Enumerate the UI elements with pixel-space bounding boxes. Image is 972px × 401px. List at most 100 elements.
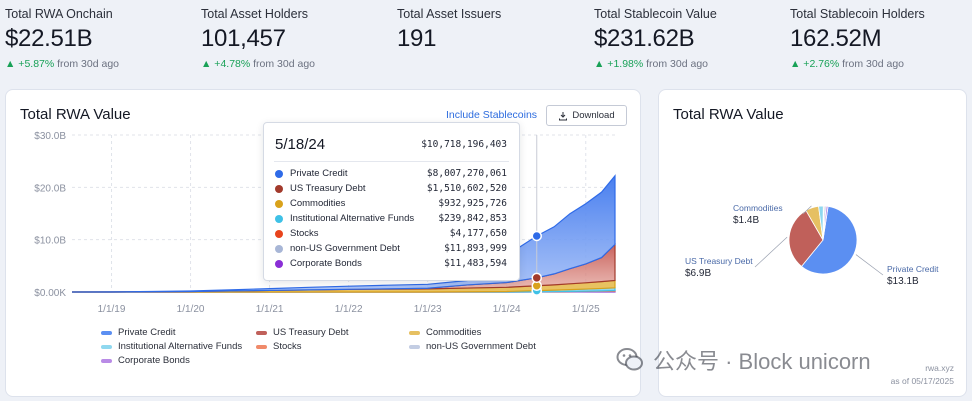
legend-item[interactable]: non-US Government Debt (409, 341, 536, 352)
chart-legend: Private Credit US Treasury Debt Commodit… (101, 327, 561, 372)
stat-label: Total RWA Onchain (5, 7, 113, 21)
stat-change: ▲ +4.78% from 30d ago (201, 58, 315, 70)
tooltip-row-value: $239,842,853 (438, 213, 507, 224)
stat-change-pct: ▲ +1.98% (594, 58, 644, 70)
legend-item[interactable]: Commodities (409, 327, 481, 338)
legend-swatch (409, 330, 420, 335)
pie-slice (800, 205, 858, 275)
tooltip-total: $10,718,196,403 (421, 139, 507, 150)
stat-change-pct: ▲ +5.87% (5, 58, 55, 70)
pie-label-name: Private Credit (887, 264, 939, 274)
include-stablecoins-toggle[interactable]: Include Stablecoins (446, 109, 538, 121)
stat-label: Total Stablecoin Holders (790, 7, 925, 21)
hover-dot (531, 272, 543, 284)
tooltip-row-value: $1,510,602,520 (426, 183, 507, 194)
download-label: Download (572, 110, 615, 121)
legend-item[interactable]: Stocks (256, 341, 302, 352)
stat-change-pct: ▲ +4.78% (201, 58, 251, 70)
x-axis: 1/1/19 1/1/20 1/1/21 1/1/22 1/1/23 1/1/24 1/1/… (98, 304, 600, 315)
stat-value: $231.62B (594, 25, 695, 52)
pie-label-value: $1.4B (733, 215, 759, 226)
tooltip-row-name: Commodities (290, 198, 346, 209)
card-title: Total RWA Value (673, 106, 784, 123)
y-tick-label: $20.0B (34, 183, 66, 194)
tooltip-row-name: Stocks (290, 228, 319, 239)
stat-change-suffix: from 30d ago (842, 58, 905, 70)
tooltip-row-value: $8,007,270,061 (426, 168, 507, 179)
rwa-pie-card: Total RWA Value Private Credit $13.1B US T… (658, 89, 967, 397)
pie-label-name: US Treasury Debt (685, 256, 753, 266)
card-title: Total RWA Value (20, 106, 131, 123)
tooltip-row: Corporate Bonds $11,483,594 (275, 257, 507, 270)
stats-row: Total RWA Onchain $22.51B ▲ +5.87% from … (0, 0, 972, 80)
x-tick-label: 1/1/19 (98, 304, 126, 315)
stat-value: 191 (397, 25, 437, 52)
pie-slice (788, 210, 824, 267)
legend-label: Private Credit (118, 327, 176, 338)
stat-total-rwa: Total RWA Onchain $22.51B ▲ +5.87% from … (5, 7, 119, 70)
stat-label: Total Asset Holders (201, 7, 308, 21)
tooltip-divider (274, 161, 509, 162)
tooltip-dot (275, 169, 283, 178)
pie-label-value: $13.1B (887, 276, 919, 287)
stat-label: Total Stablecoin Value (594, 7, 717, 21)
pie-chart[interactable]: Private Credit $13.1B US Treasury Debt $6.9… (659, 130, 968, 370)
legend-label: Commodities (426, 327, 482, 338)
x-tick-label: 1/1/21 (256, 304, 284, 315)
legend-item[interactable]: US Treasury Debt (256, 327, 349, 338)
pie-leader-line (754, 236, 788, 268)
pie-leader-line (855, 254, 884, 276)
tooltip-row-name: Corporate Bonds (290, 258, 362, 269)
legend-label: Corporate Bonds (118, 355, 190, 366)
pie-label-name: Commodities (733, 203, 783, 213)
tooltip-row-name: Private Credit (290, 168, 348, 179)
y-tick-label: $30.0B (34, 131, 66, 142)
tooltip-row-value: $11,483,594 (444, 258, 507, 269)
area-series-group (71, 174, 616, 293)
area-series (71, 174, 616, 293)
tooltip-row-value: $11,893,999 (444, 243, 507, 254)
hover-marker (531, 135, 543, 298)
tooltip-row-value: $932,925,726 (438, 198, 507, 209)
legend-item[interactable]: Corporate Bonds (101, 355, 190, 366)
stat-stablecoin-holders: Total Stablecoin Holders 162.52M ▲ +2.76… (790, 7, 925, 70)
pie-label-value: $6.9B (685, 268, 711, 279)
stat-value: $22.51B (5, 25, 93, 52)
stat-asset-issuers: Total Asset Issuers 191 (397, 7, 501, 58)
tooltip-date: 5/18/24 (275, 136, 326, 153)
tooltip-row-value: $4,177,650 (449, 228, 507, 239)
legend-label: non-US Government Debt (426, 341, 536, 352)
watermark: 公众号 · Block unicorn (615, 344, 871, 376)
pie-date-note: as of 05/17/2025 (890, 376, 954, 386)
tooltip-row: US Treasury Debt $1,510,602,520 (275, 182, 507, 195)
stat-change-suffix: from 30d ago (253, 58, 316, 70)
stat-stablecoin-value: Total Stablecoin Value $231.62B ▲ +1.98%… (594, 7, 717, 70)
tooltip-dot (275, 259, 283, 268)
y-axis: $0.00K $10.0B $20.0B $30.0B (34, 131, 66, 299)
tooltip-row: Stocks $4,177,650 (275, 227, 507, 240)
tooltip-row: non-US Government Debt $11,893,999 (275, 242, 507, 255)
tooltip-dot (275, 199, 283, 208)
legend-label: US Treasury Debt (273, 327, 349, 338)
x-tick-label: 1/1/24 (493, 304, 521, 315)
tooltip-dot (275, 184, 283, 193)
legend-swatch (409, 344, 420, 349)
tooltip-row: Commodities $932,925,726 (275, 197, 507, 210)
chart-tooltip: 5/18/24 $10,718,196,403 Private Credit $8… (263, 122, 520, 281)
y-tick-label: $10.0B (34, 236, 66, 247)
download-button[interactable]: Download (546, 105, 627, 126)
legend-swatch (256, 344, 267, 349)
tooltip-dot (275, 244, 283, 253)
legend-item[interactable]: Institutional Alternative Funds (101, 341, 242, 352)
pie-labels: Private Credit $13.1B US Treasury Debt $6.9… (685, 203, 939, 287)
legend-item[interactable]: Private Credit (101, 327, 176, 338)
watermark-text: 公众号 · Block unicorn (653, 349, 871, 374)
stat-change: ▲ +2.76% from 30d ago (790, 58, 925, 70)
pie-slices (788, 205, 858, 275)
tooltip-row-name: US Treasury Debt (290, 183, 366, 194)
x-tick-label: 1/1/22 (335, 304, 363, 315)
legend-label: Institutional Alternative Funds (118, 341, 243, 352)
legend-swatch (101, 330, 112, 335)
tooltip-row: Private Credit $8,007,270,061 (275, 167, 507, 180)
stat-value: 162.52M (790, 25, 882, 52)
